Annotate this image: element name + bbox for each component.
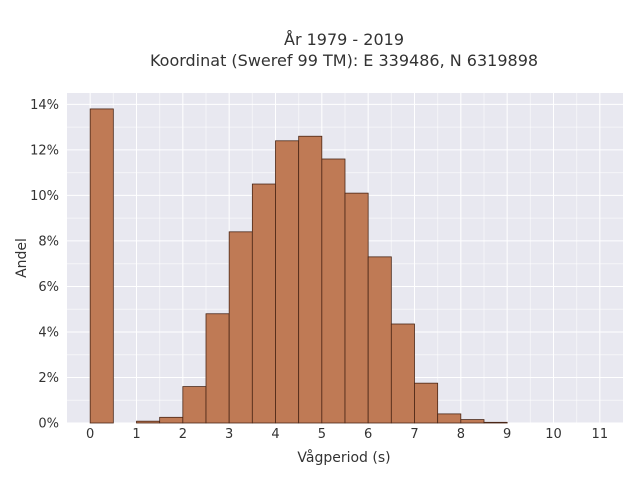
histogram-bar	[321, 158, 346, 424]
x-tick-label: 6	[364, 427, 372, 442]
x-tick-label: 9	[503, 427, 511, 442]
y-tick-label: 4%	[38, 325, 59, 340]
chart-title-line-2: Koordinat (Sweref 99 TM): E 339486, N 63…	[150, 51, 538, 70]
histogram-bar	[367, 256, 392, 424]
histogram-bar	[228, 231, 253, 424]
histogram-bar	[182, 386, 207, 424]
bar-layer	[89, 108, 508, 424]
x-tick-label: 2	[179, 427, 187, 442]
x-tick-labels: 0 1 2 3 4 5 6 7 8 9 10 11	[86, 427, 608, 442]
x-tick-label: 1	[132, 427, 140, 442]
histogram-bar	[159, 416, 184, 424]
y-axis-title: Andel	[14, 238, 30, 278]
histogram-bar	[460, 419, 485, 424]
x-tick-label: 0	[86, 427, 94, 442]
y-tick-label: 6%	[38, 280, 59, 295]
x-tick-label: 3	[225, 427, 233, 442]
y-tick-label: 0%	[38, 417, 59, 432]
y-tick-label: 10%	[30, 189, 59, 204]
y-tick-labels: 0% 2% 4% 6% 8% 10% 12% 14%	[30, 98, 59, 432]
histogram-bar	[205, 313, 230, 424]
y-tick-label: 14%	[30, 98, 59, 113]
y-tick-label: 8%	[38, 234, 59, 249]
x-tick-label: 7	[410, 427, 418, 442]
x-tick-label: 4	[271, 427, 279, 442]
histogram-bar	[437, 413, 462, 424]
histogram-bar	[251, 183, 276, 424]
histogram-bar	[298, 135, 323, 424]
histogram-bar	[136, 420, 161, 424]
x-tick-label: 5	[318, 427, 326, 442]
histogram-bar	[89, 108, 114, 424]
x-tick-label: 8	[457, 427, 465, 442]
x-tick-label: 10	[545, 427, 562, 442]
histogram-bar	[344, 192, 369, 424]
x-axis-title: Vågperiod (s)	[297, 449, 390, 466]
x-tick-label: 11	[592, 427, 609, 442]
y-tick-label: 12%	[30, 143, 59, 158]
histogram-bar	[483, 421, 508, 424]
chart-title-line-1: År 1979 - 2019	[284, 30, 404, 49]
histogram-bar	[390, 323, 415, 424]
y-tick-label: 2%	[38, 371, 59, 386]
histogram-bar	[414, 382, 439, 424]
histogram-bar	[275, 140, 300, 424]
